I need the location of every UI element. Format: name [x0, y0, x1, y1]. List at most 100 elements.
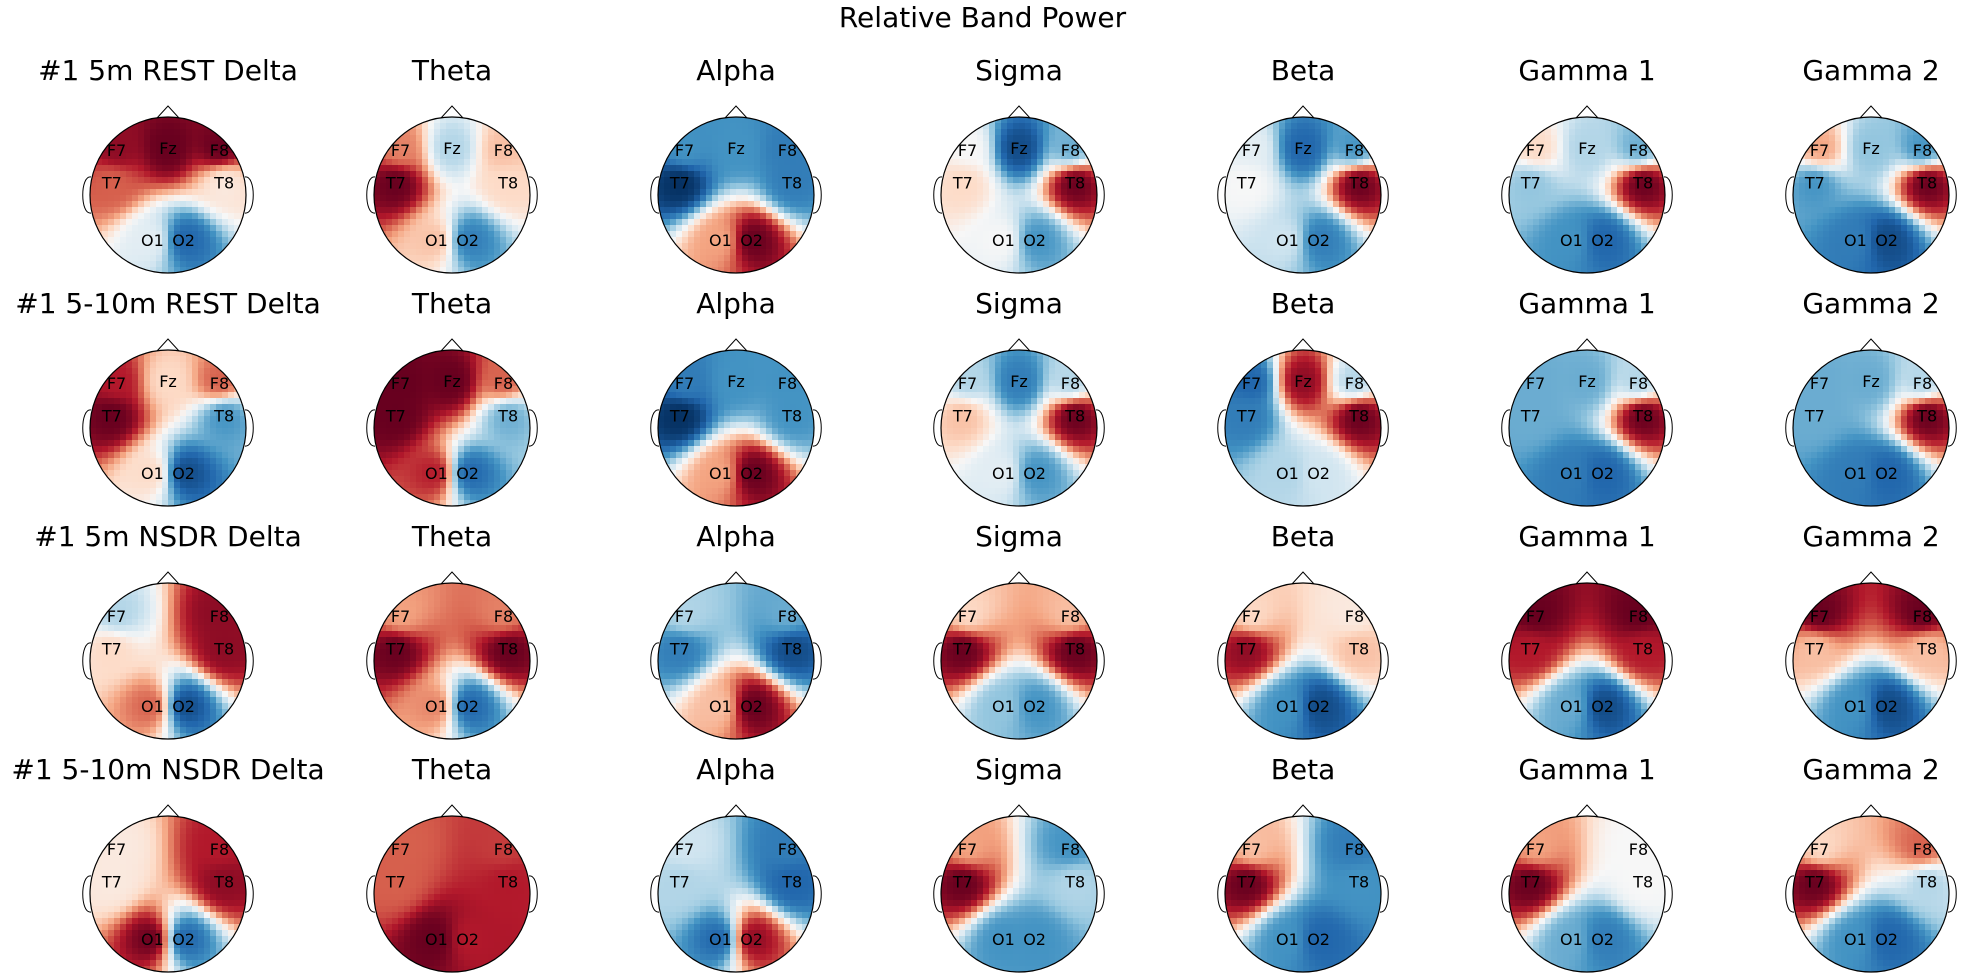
nose-outline: [1007, 105, 1031, 119]
topomap-panel: Alpha F7 F8 T7 T8 O1 O2: [650, 753, 822, 973]
topomap-panel: Gamma 2 F7 Fz F8 T7 T8 O1 O2: [1785, 287, 1957, 507]
sensor-label: F8: [210, 607, 229, 626]
sensor-label: T7: [385, 640, 406, 659]
topomap-field: [374, 117, 530, 273]
sensor-label: F7: [1810, 141, 1829, 160]
left-ear-outline: [1501, 409, 1511, 447]
sensor-label: T8: [1632, 640, 1653, 659]
sensor-label: F7: [1810, 607, 1829, 626]
sensor-label: T7: [952, 174, 973, 193]
head-outline: [940, 116, 1098, 274]
sensor-label: O2: [1875, 697, 1898, 716]
sensor-label: T7: [669, 174, 690, 193]
head-outline: [1792, 815, 1950, 973]
sensor-label: F7: [1810, 374, 1829, 393]
topomap-panel: Theta F7 F8 T7 T8 O1 O2: [366, 753, 538, 973]
sensor-label: T8: [1916, 174, 1937, 193]
sensor-label: T8: [1348, 873, 1369, 892]
sensor-label: F8: [494, 840, 513, 859]
right-ear-outline: [1663, 409, 1673, 447]
left-ear-outline: [933, 176, 943, 214]
sensor-label: F8: [1913, 141, 1932, 160]
topomap-panel: Gamma 1 F7 Fz F8 T7 T8 O1 O2: [1501, 287, 1673, 507]
sensor-label: Fz: [443, 139, 461, 158]
sensor-label: O2: [740, 930, 763, 949]
right-ear-outline: [1947, 642, 1957, 680]
sensor-label: T7: [952, 873, 973, 892]
head-outline: [1508, 582, 1666, 740]
right-ear-outline: [1379, 875, 1389, 913]
sensor-label: O1: [425, 231, 448, 250]
panel-title: Beta: [1271, 287, 1336, 320]
left-ear-outline: [366, 409, 376, 447]
sensor-label: O2: [1875, 464, 1898, 483]
sensor-label: O1: [709, 231, 732, 250]
left-ear-outline: [366, 642, 376, 680]
sensor-label: O1: [992, 697, 1015, 716]
sensor-label: F7: [958, 840, 977, 859]
sensor-label: T7: [669, 407, 690, 426]
left-ear-outline: [1785, 642, 1795, 680]
sensor-label: F7: [107, 607, 126, 626]
panel-title: Alpha: [696, 753, 776, 786]
sensor-label: F8: [1913, 374, 1932, 393]
panel-title: Sigma: [975, 753, 1063, 786]
sensor-label: F8: [778, 141, 797, 160]
sensor-label: T7: [101, 174, 122, 193]
nose-outline: [156, 571, 180, 585]
sensor-label: O2: [740, 697, 763, 716]
sensor-label: Fz: [727, 372, 745, 391]
left-ear-outline: [650, 409, 660, 447]
sensor-label: Fz: [159, 372, 177, 391]
left-ear-outline: [82, 642, 92, 680]
sensor-label: O1: [1844, 231, 1867, 250]
sensor-label: O1: [425, 464, 448, 483]
right-ear-outline: [1095, 409, 1105, 447]
sensor-label: F7: [1242, 840, 1261, 859]
left-ear-outline: [82, 176, 92, 214]
panel-title: Theta: [411, 520, 492, 553]
sensor-label: O1: [1560, 930, 1583, 949]
sensor-label: Fz: [1294, 372, 1312, 391]
topomap-panel: #1 5-10m REST Delta F7 Fz F8 T7 T8 O1 O2: [15, 287, 321, 507]
sensor-label: F7: [1526, 607, 1545, 626]
sensor-label: T8: [497, 407, 518, 426]
sensor-label: F8: [778, 607, 797, 626]
sensor-label: F8: [1061, 607, 1080, 626]
sensor-label: O2: [1023, 930, 1046, 949]
sensor-label: F7: [107, 840, 126, 859]
topomap-field: [1509, 816, 1665, 972]
right-ear-outline: [812, 409, 822, 447]
topomap-panel: Beta F7 Fz F8 T7 T8 O1 O2: [1217, 287, 1389, 507]
head-outline: [1508, 116, 1666, 274]
left-ear-outline: [1217, 875, 1227, 913]
sensor-label: T8: [1348, 640, 1369, 659]
head-outline: [1792, 116, 1950, 274]
sensor-label: F7: [1242, 141, 1261, 160]
head-outline: [657, 116, 815, 274]
sensor-label: T8: [781, 640, 802, 659]
panel-title: #1 5m NSDR Delta: [34, 520, 302, 553]
head-outline: [1508, 815, 1666, 973]
head-outline: [657, 582, 815, 740]
sensor-label: F7: [1242, 607, 1261, 626]
sensor-label: O1: [992, 464, 1015, 483]
panel-title: Sigma: [975, 287, 1063, 320]
panel-title: Gamma 2: [1802, 54, 1939, 87]
sensor-label: T8: [213, 640, 234, 659]
nose-outline: [724, 105, 748, 119]
topomap-field: [90, 583, 246, 739]
left-ear-outline: [1217, 642, 1227, 680]
sensor-label: O2: [1023, 697, 1046, 716]
sensor-label: T8: [1064, 407, 1085, 426]
left-ear-outline: [82, 409, 92, 447]
sensor-label: F8: [1913, 840, 1932, 859]
topomap-panel: Alpha F7 Fz F8 T7 T8 O1 O2: [650, 287, 822, 507]
topomap-field: [658, 350, 814, 506]
sensor-label: T8: [1348, 174, 1369, 193]
left-ear-outline: [650, 642, 660, 680]
sensor-label: F8: [1913, 607, 1932, 626]
nose-outline: [1007, 338, 1031, 352]
topomap-panel: Gamma 1 F7 Fz F8 T7 T8 O1 O2: [1501, 54, 1673, 274]
head-outline: [1792, 349, 1950, 507]
